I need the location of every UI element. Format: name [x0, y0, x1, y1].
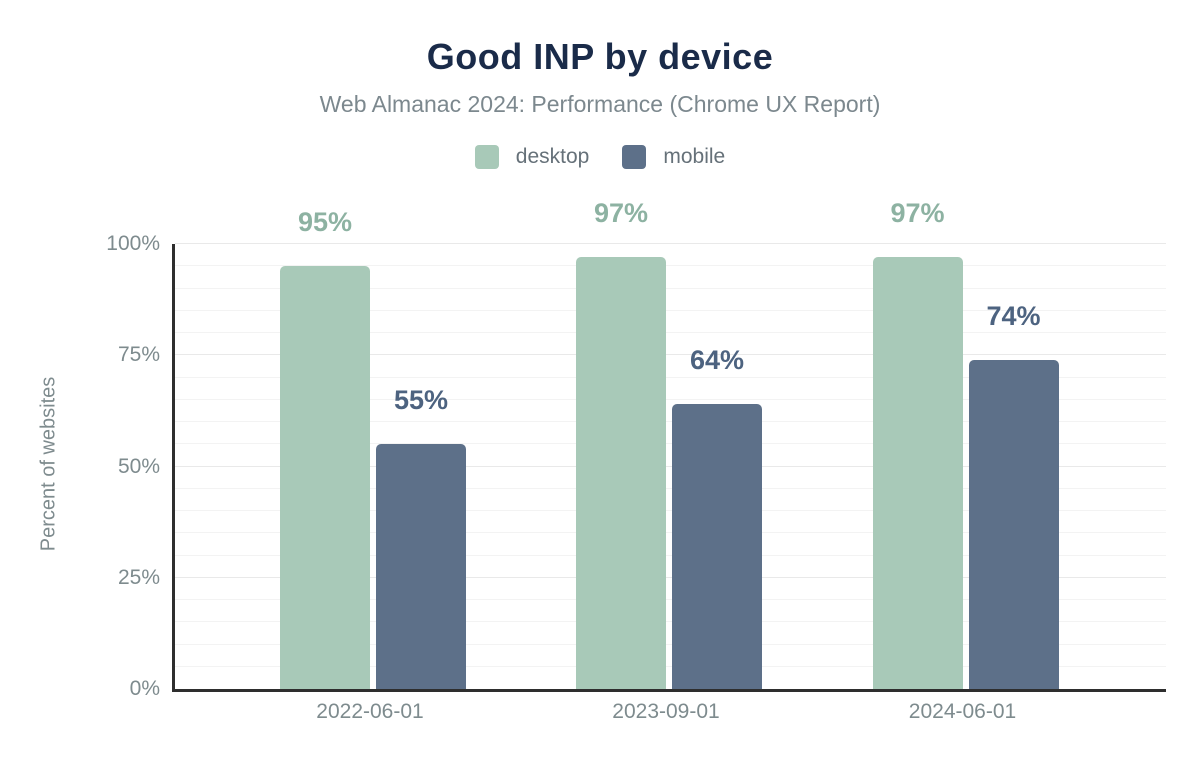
- legend-item-mobile: mobile: [622, 145, 725, 169]
- bar-desktop-2024-06-01: [872, 257, 963, 689]
- gridline-75: [175, 354, 1166, 356]
- value-label-mobile-2022-06-01: 55%: [393, 385, 449, 416]
- y-axis-title: Percent of websites: [37, 376, 60, 552]
- bar-mobile-2022-06-01: [376, 444, 466, 689]
- legend-item-desktop: desktop: [474, 145, 590, 169]
- gridline-80: [175, 332, 1166, 333]
- bar-group-2024-06-01: [872, 257, 1059, 689]
- gridline-15: [175, 621, 1166, 623]
- gridline-60: [175, 421, 1166, 422]
- gridline-35: [175, 532, 1166, 534]
- gridline-65: [175, 398, 1166, 400]
- legend-swatch-desktop: [474, 145, 499, 169]
- legend-label-mobile: mobile: [663, 145, 726, 168]
- bar-group-2023-09-01: [576, 257, 762, 689]
- gridline-30: [175, 554, 1166, 556]
- y-tick-label-100%: 100%: [106, 232, 160, 255]
- bar-mobile-2023-09-01: [672, 404, 762, 689]
- value-label-mobile-2023-09-01: 64%: [689, 345, 745, 376]
- x-tick-label-2024-06-01: 2024-06-01: [908, 700, 1017, 723]
- legend: desktop mobile: [0, 145, 1200, 169]
- value-label-desktop-2022-06-01: 95%: [297, 207, 353, 238]
- gridline-25: [175, 576, 1166, 578]
- y-tick-label-75%: 75%: [117, 343, 160, 367]
- gridline-70: [175, 376, 1166, 378]
- chart-subtitle: Web Almanac 2024: Performance (Chrome UX…: [319, 91, 881, 117]
- x-tick-label-2023-09-01: 2023-09-01: [612, 700, 720, 723]
- gridline-90: [175, 287, 1166, 289]
- chart-title: Good INP by device: [426, 36, 774, 77]
- legend-swatch-mobile: [622, 145, 647, 169]
- gridline-20: [175, 599, 1166, 600]
- y-tick-label-50%: 50%: [117, 454, 160, 478]
- bar-desktop-2023-09-01: [576, 257, 666, 689]
- y-tick-label-25%: 25%: [117, 565, 160, 589]
- bar-desktop-2022-06-01: [280, 266, 370, 689]
- value-label-mobile-2024-06-01: 74%: [986, 300, 1041, 331]
- gridline-10: [175, 643, 1166, 645]
- value-label-desktop-2023-09-01: 97%: [593, 198, 649, 229]
- gridline-95: [175, 265, 1166, 267]
- y-tick-label-0%: 0%: [129, 677, 160, 700]
- value-label-desktop-2024-06-01: 97%: [890, 198, 945, 229]
- plot-area: 95% 55% 97% 64% 97% 74%: [172, 198, 1166, 692]
- legend-label-desktop: desktop: [515, 145, 590, 168]
- bar-mobile-2024-06-01: [968, 359, 1059, 689]
- gridline-40: [175, 510, 1166, 511]
- gridline-45: [175, 487, 1166, 489]
- gridline-100: [175, 243, 1166, 244]
- gridline-85: [175, 309, 1166, 311]
- x-tick-label-2022-06-01: 2022-06-01: [316, 700, 424, 723]
- bar-group-2022-06-01: [280, 266, 466, 689]
- gridline-5: [175, 665, 1166, 667]
- gridline-50: [175, 465, 1166, 467]
- gridline-55: [175, 443, 1166, 445]
